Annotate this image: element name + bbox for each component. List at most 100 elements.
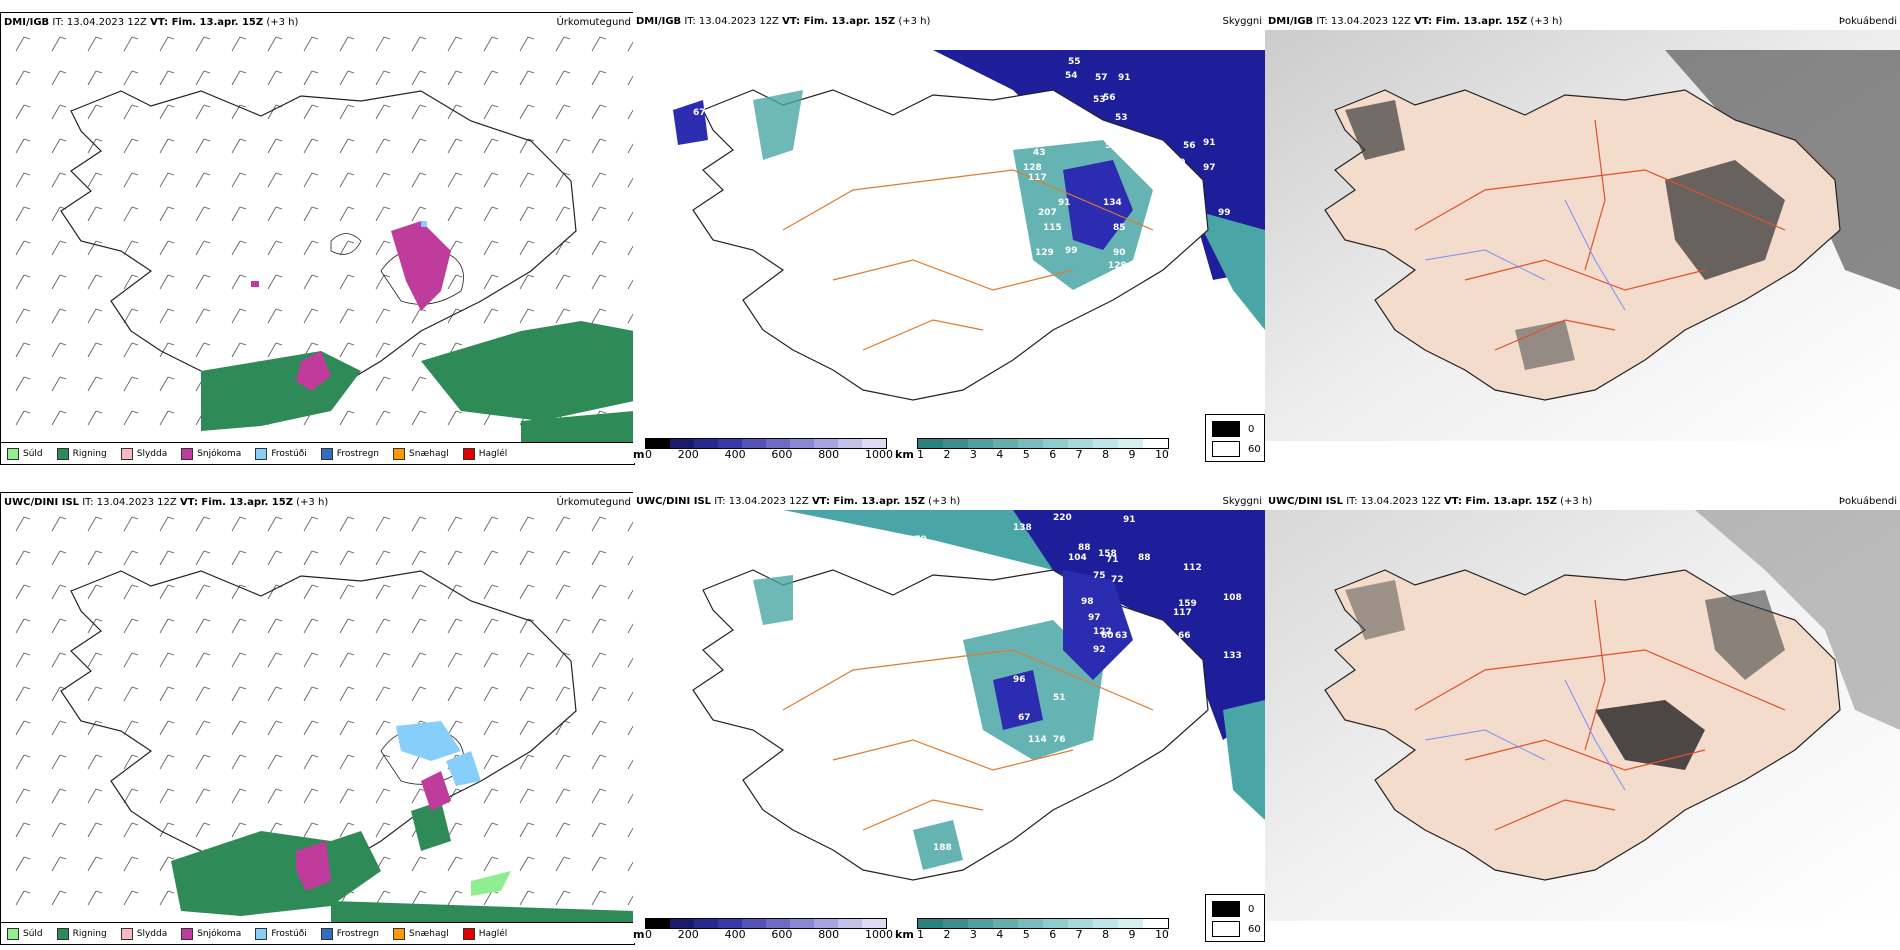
wind-barb xyxy=(51,754,67,770)
legend-swatch xyxy=(393,928,406,940)
wind-barb xyxy=(483,516,499,532)
wind-barb xyxy=(15,686,31,702)
wind-barb xyxy=(15,308,31,324)
visibility-label: 114 xyxy=(1028,735,1047,745)
visibility-label: 70 xyxy=(1091,753,1104,763)
wind-barb xyxy=(195,70,211,86)
wind-barb xyxy=(483,584,499,600)
visibility-label: 97 xyxy=(1088,613,1101,623)
wind-barb xyxy=(159,376,175,392)
visibility-label: 129 xyxy=(1035,248,1054,258)
wind-barb xyxy=(447,584,463,600)
wind-barb xyxy=(195,686,211,702)
visibility-label: 262 xyxy=(938,343,957,353)
wind-barb xyxy=(483,686,499,702)
visibility-unit: km xyxy=(895,448,914,461)
wind-barb xyxy=(15,516,31,532)
precip-legend: Súld Rigning Slydda Snjókoma Frostúði Fr… xyxy=(1,922,634,944)
wind-barb xyxy=(15,206,31,222)
wind-barb xyxy=(591,308,607,324)
wind-barb xyxy=(483,652,499,668)
wind-barb xyxy=(231,652,247,668)
visibility-label: 97 xyxy=(1203,163,1216,173)
wind-barb xyxy=(123,584,139,600)
model-name: UWC/DINI ISL xyxy=(4,496,80,508)
wind-barb xyxy=(339,822,355,838)
wind-barb xyxy=(483,618,499,634)
wind-barb xyxy=(303,308,319,324)
visibility-label: 88 xyxy=(1138,553,1151,563)
wind-barb xyxy=(87,584,103,600)
wind-barb xyxy=(339,618,355,634)
wind-barb xyxy=(411,652,427,668)
wind-barb xyxy=(159,720,175,736)
wind-barb xyxy=(447,516,463,532)
wind-barb xyxy=(87,206,103,222)
it-label: IT: xyxy=(82,496,94,508)
snow-area xyxy=(421,771,451,811)
visibility-label: 60 xyxy=(1101,631,1114,641)
panel-header: DMI/IGB IT: 13.04.2023 12Z VT: Fim. 13.a… xyxy=(1,13,634,31)
model-name: UWC/DINI ISL xyxy=(636,495,712,507)
teal-low-vis-land xyxy=(913,820,963,870)
wind-barb xyxy=(303,652,319,668)
wind-barb xyxy=(87,240,103,256)
wind-barb xyxy=(123,274,139,290)
lead-time: (+3 h) xyxy=(266,16,299,28)
wind-barb xyxy=(411,686,427,702)
wind-barb xyxy=(303,104,319,120)
lead-time: (+3 h) xyxy=(928,495,961,507)
wind-barb xyxy=(303,138,319,154)
visibility-label: 120 xyxy=(1093,279,1112,289)
wind-barb xyxy=(483,308,499,324)
wind-barb xyxy=(411,138,427,154)
wind-barb xyxy=(375,822,391,838)
fog-dark-area xyxy=(1515,320,1575,370)
wind-barb xyxy=(51,410,67,426)
fog-swatch xyxy=(1212,901,1240,917)
visibility-label: 108 xyxy=(1161,173,1180,183)
wind-barb xyxy=(123,550,139,566)
rain-area xyxy=(421,321,634,421)
it-value: 13.04.2023 12Z xyxy=(96,496,177,508)
wind-barb xyxy=(411,36,427,52)
roads xyxy=(782,169,1154,351)
fog-map-svg xyxy=(1265,510,1900,921)
wind-barb xyxy=(123,788,139,804)
visibility-label: 72 xyxy=(1111,575,1124,585)
wind-barb xyxy=(15,410,31,426)
fog-panel-2: UWC/DINI ISL IT: 13.04.2023 12Z VT: Fim.… xyxy=(1265,492,1900,943)
wind-barb xyxy=(303,274,319,290)
wind-barb xyxy=(87,652,103,668)
wind-barb xyxy=(375,36,391,52)
panel-title: Skyggni xyxy=(1222,15,1262,27)
wind-barb xyxy=(627,519,634,532)
wind-barb xyxy=(483,822,499,838)
wind-barb xyxy=(339,754,355,770)
wind-barb xyxy=(159,138,175,154)
wind-barb xyxy=(159,308,175,324)
wind-barb xyxy=(555,788,571,804)
lead-time: (+3 h) xyxy=(898,15,931,27)
wind-barb xyxy=(339,138,355,154)
wind-barb xyxy=(375,720,391,736)
wind-barb xyxy=(195,788,211,804)
vt-label: VT: Fim. 13.apr. 15Z xyxy=(150,16,264,28)
wind-barb xyxy=(15,754,31,770)
wind-barb xyxy=(303,36,319,52)
terrain-tick-labels: 0 200 400 600 800 1000 xyxy=(645,448,893,461)
wind-barb xyxy=(303,720,319,736)
wind-barb xyxy=(555,70,571,86)
terrain-unit: m xyxy=(633,928,645,941)
wind-barb xyxy=(339,36,355,52)
visibility-label: 117 xyxy=(1028,173,1047,183)
wind-barb xyxy=(483,240,499,256)
wind-barb xyxy=(519,822,535,838)
visibility-label: 201 xyxy=(955,373,974,383)
wind-barb xyxy=(159,70,175,86)
roads xyxy=(782,649,1154,831)
fog-panel-1: DMI/IGB IT: 13.04.2023 12Z VT: Fim. 13.a… xyxy=(1265,12,1900,463)
panel-header: DMI/IGB IT: 13.04.2023 12Z VT: Fim. 13.a… xyxy=(633,12,1265,30)
visibility-label: 56 xyxy=(1103,93,1116,103)
wind-barb xyxy=(267,274,283,290)
